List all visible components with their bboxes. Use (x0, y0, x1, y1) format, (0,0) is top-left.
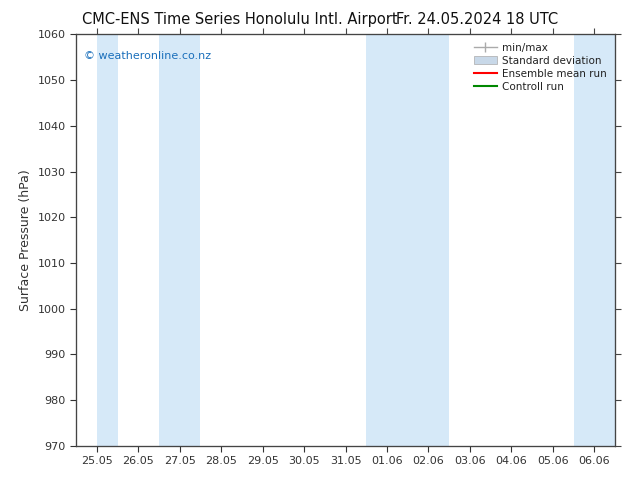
Bar (159, 34, 200, 446)
Text: © weatheronline.co.nz: © weatheronline.co.nz (84, 51, 211, 61)
Y-axis label: Surface Pressure (hPa): Surface Pressure (hPa) (19, 169, 32, 311)
Legend: min/max, Standard deviation, Ensemble mean run, Controll run: min/max, Standard deviation, Ensemble me… (470, 40, 610, 95)
Text: CMC-ENS Time Series Honolulu Intl. Airport: CMC-ENS Time Series Honolulu Intl. Airpo… (82, 12, 398, 27)
Bar (366, 34, 449, 446)
Bar (574, 34, 615, 446)
Bar (97, 34, 117, 446)
Text: Fr. 24.05.2024 18 UTC: Fr. 24.05.2024 18 UTC (396, 12, 558, 27)
